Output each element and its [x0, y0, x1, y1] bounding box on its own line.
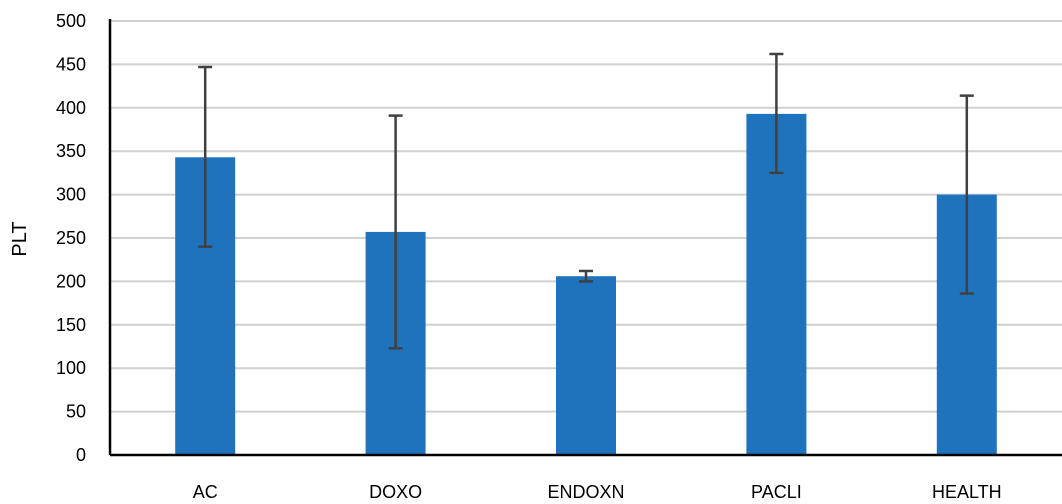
- y-tick-labels: 0 50 100 150 200 250 300 350 400 450 500: [56, 11, 86, 465]
- y-tick-label: 450: [56, 54, 86, 74]
- y-tick-label: 500: [56, 11, 86, 31]
- axes: [108, 19, 1062, 457]
- error-bar-doxo: [388, 114, 403, 350]
- x-tick-label-ac: AC: [193, 482, 218, 502]
- x-tick-label-doxo: DOXO: [369, 482, 422, 502]
- error-bar-health: [959, 94, 974, 295]
- error-bar-pacli: [769, 52, 784, 175]
- x-tick-labels: AC DOXO ENDOXN PACLI HEALTH: [193, 482, 1002, 502]
- y-tick-label: 50: [66, 402, 86, 422]
- error-bars: [198, 52, 974, 350]
- y-tick-label: 250: [56, 228, 86, 248]
- bars: [175, 113, 997, 455]
- y-tick-label: 350: [56, 141, 86, 161]
- x-tick-label-health: HEALTH: [932, 482, 1002, 502]
- y-tick-label: 0: [76, 445, 86, 465]
- bar-endoxn: [556, 276, 616, 455]
- y-tick-label: 150: [56, 315, 86, 335]
- y-tick-label: 100: [56, 358, 86, 378]
- gridlines: [110, 20, 1062, 413]
- x-tick-label-pacli: PACLI: [751, 482, 802, 502]
- error-bar-ac: [198, 65, 213, 248]
- error-bar-endoxn: [579, 269, 593, 283]
- y-tick-label: 300: [56, 185, 86, 205]
- y-tick-label: 400: [56, 98, 86, 118]
- y-axis-title: PLT: [9, 221, 31, 256]
- x-tick-label-endoxn: ENDOXN: [547, 482, 624, 502]
- y-tick-label: 200: [56, 271, 86, 291]
